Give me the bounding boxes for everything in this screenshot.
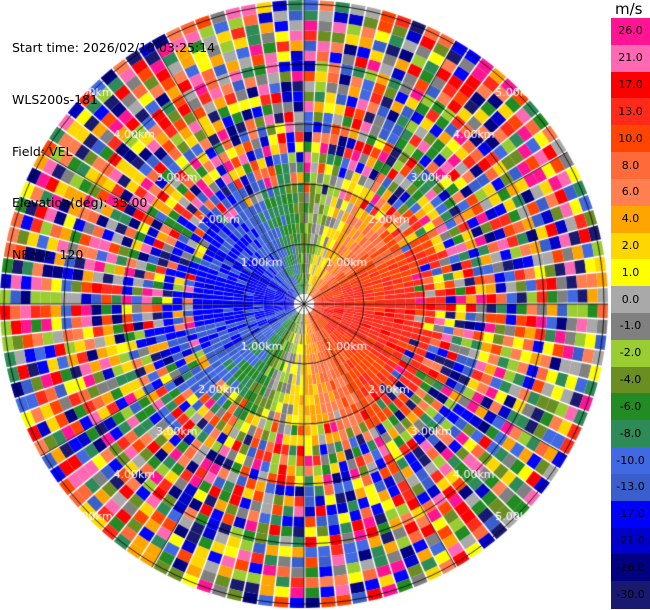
colorbar-tick-label: -17.0 — [616, 507, 645, 521]
colorbar-segment — [611, 313, 650, 341]
colorbar-tick-label: 26.0 — [618, 24, 643, 38]
field-label: Field: VEL — [12, 143, 73, 159]
colorbar-segment — [611, 473, 650, 502]
colorbar-segment — [611, 339, 650, 368]
nrays-label: NRays: 120 — [12, 246, 84, 262]
colorbar-segment — [611, 527, 650, 555]
colorbar-tick-label: 8.0 — [621, 158, 640, 172]
colorbar-segment — [611, 44, 650, 73]
colorbar-tick-label: -4.0 — [619, 373, 642, 387]
colorbar-segment — [611, 447, 650, 475]
colorbar-segment — [611, 232, 650, 260]
colorbar — [611, 18, 650, 609]
colorbar-segment — [611, 393, 650, 421]
colorbar-segment — [611, 152, 650, 180]
colorbar-tick-label: -30.0 — [616, 587, 645, 601]
colorbar-segment — [611, 18, 650, 46]
colorbar-segment — [611, 366, 650, 395]
colorbar-tick-label: 0.0 — [621, 292, 640, 306]
colorbar-tick-label: -10.0 — [616, 453, 645, 467]
colorbar-segment — [611, 98, 650, 126]
colorbar-segment — [611, 125, 650, 153]
colorbar-segment — [611, 581, 650, 609]
colorbar-tick-label: 4.0 — [621, 212, 640, 226]
colorbar-unit: m/s — [615, 0, 643, 18]
colorbar-segment — [611, 420, 650, 448]
colorbar-tick-label: 21.0 — [618, 51, 643, 65]
colorbar-segment — [611, 554, 650, 582]
colorbar-tick-label: 10.0 — [618, 131, 643, 145]
colorbar-segment — [611, 178, 650, 207]
colorbar-tick-label: -21.0 — [616, 533, 645, 547]
colorbar-tick-label: 6.0 — [621, 185, 640, 199]
colorbar-tick-label: 2.0 — [621, 238, 640, 252]
elevation-label: Elevation(deg): 35.00 — [12, 195, 148, 211]
instrument-label: WLS200s-181 — [12, 92, 98, 108]
colorbar-segment — [611, 71, 650, 100]
colorbar-segment — [611, 286, 650, 314]
colorbar-tick-label: 13.0 — [618, 104, 643, 118]
scan-info: Start time: 2026/02/10 03:25:14 WLS200s-… — [12, 5, 215, 280]
start-time-label: Start time: 2026/02/10 03:25:14 — [12, 40, 216, 56]
colorbar-tick-label: 17.0 — [618, 78, 643, 92]
colorbar-segment — [611, 500, 650, 529]
colorbar-tick-label: -2.0 — [619, 346, 642, 360]
colorbar-tick-label: -6.0 — [619, 399, 642, 413]
colorbar-tick-label: -1.0 — [619, 319, 642, 333]
colorbar-tick-label: -13.0 — [616, 480, 645, 494]
colorbar-tick-label: -26.0 — [616, 560, 645, 574]
colorbar-segment — [611, 259, 650, 287]
colorbar-segment — [611, 205, 650, 234]
colorbar-tick-label: 1.0 — [621, 265, 640, 279]
colorbar-tick-label: -8.0 — [619, 426, 642, 440]
